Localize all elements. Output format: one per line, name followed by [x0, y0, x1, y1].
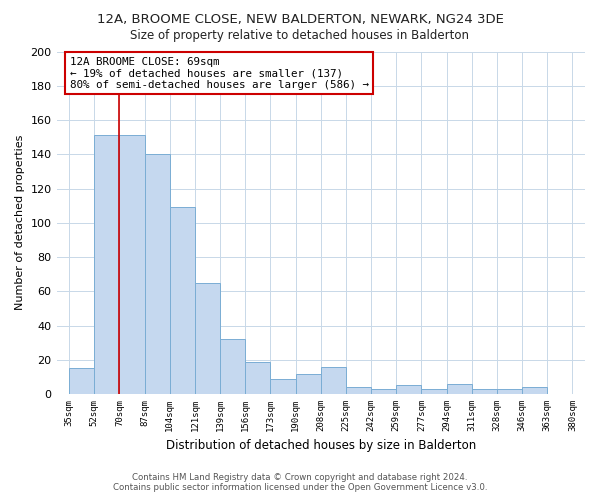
Bar: [396, 386, 421, 394]
Bar: [522, 387, 547, 394]
X-axis label: Distribution of detached houses by size in Balderton: Distribution of detached houses by size …: [166, 440, 476, 452]
Bar: [220, 339, 245, 394]
Text: Size of property relative to detached houses in Balderton: Size of property relative to detached ho…: [131, 29, 470, 42]
Bar: [371, 389, 396, 394]
Bar: [296, 374, 321, 394]
Bar: [472, 389, 497, 394]
Y-axis label: Number of detached properties: Number of detached properties: [15, 135, 25, 310]
Bar: [170, 208, 195, 394]
Bar: [321, 366, 346, 394]
Text: Contains HM Land Registry data © Crown copyright and database right 2024.
Contai: Contains HM Land Registry data © Crown c…: [113, 473, 487, 492]
Bar: [421, 389, 446, 394]
Text: 12A BROOME CLOSE: 69sqm
← 19% of detached houses are smaller (137)
80% of semi-d: 12A BROOME CLOSE: 69sqm ← 19% of detache…: [70, 56, 368, 90]
Bar: [69, 368, 94, 394]
Bar: [195, 282, 220, 394]
Bar: [346, 387, 371, 394]
Text: 12A, BROOME CLOSE, NEW BALDERTON, NEWARK, NG24 3DE: 12A, BROOME CLOSE, NEW BALDERTON, NEWARK…: [97, 12, 503, 26]
Bar: [145, 154, 170, 394]
Bar: [446, 384, 472, 394]
Bar: [119, 136, 145, 394]
Bar: [497, 389, 522, 394]
Bar: [94, 136, 119, 394]
Bar: [271, 378, 296, 394]
Bar: [245, 362, 271, 394]
